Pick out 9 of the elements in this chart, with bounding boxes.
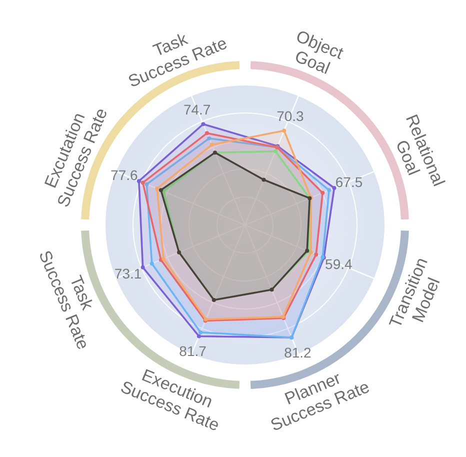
text: 70.3	[276, 108, 304, 124]
text: 67.5	[335, 174, 363, 190]
text: 81.7	[179, 343, 207, 360]
spoke-label: Object Goal	[292, 26, 346, 78]
text: 77.6	[110, 166, 138, 183]
text: 59.4	[325, 256, 353, 272]
text: 74.7	[183, 101, 211, 118]
text: 73.1	[114, 265, 142, 282]
text: 81.2	[284, 344, 312, 360]
